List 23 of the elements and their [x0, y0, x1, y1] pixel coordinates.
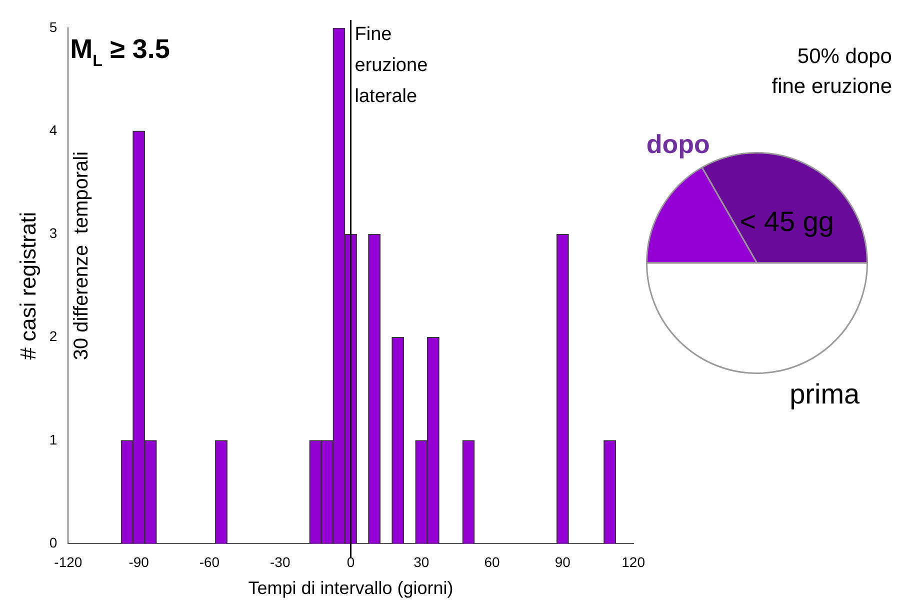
x-tick-label: -120 [54, 554, 82, 570]
y-tick-label: 2 [49, 328, 58, 344]
slice-label: < 45 gg [740, 206, 834, 238]
x-tick-label: 120 [622, 554, 646, 570]
chart-title: 50% dopo fine eruzione [772, 45, 892, 98]
x-tick-label: -90 [128, 554, 150, 570]
x-tick-label: 60 [484, 554, 500, 570]
x-axis-title: Tempi di intervallo (giorni) [248, 578, 454, 598]
x-tick-label: 30 [414, 554, 430, 570]
y-tick-label: 1 [49, 431, 58, 448]
slice-label: dopo [646, 129, 710, 160]
x-tick-label: 90 [554, 554, 571, 570]
x-tick-label: -30 [270, 554, 290, 570]
y-tick-label: 5 [49, 18, 58, 35]
ref-line-label: Fine eruzione laterale [354, 24, 428, 107]
x-tick-label: -60 [199, 554, 220, 570]
y-tick-label: 4 [49, 122, 58, 138]
y-tick-label: 0 [49, 534, 58, 550]
y-tick-label: 3 [49, 225, 58, 242]
x-tick-label: 0 [346, 554, 355, 570]
annotation: 30 differenze temporali [70, 151, 93, 360]
y-axis-title: # casi registrati [15, 212, 40, 360]
slice-label: prima [790, 378, 860, 410]
